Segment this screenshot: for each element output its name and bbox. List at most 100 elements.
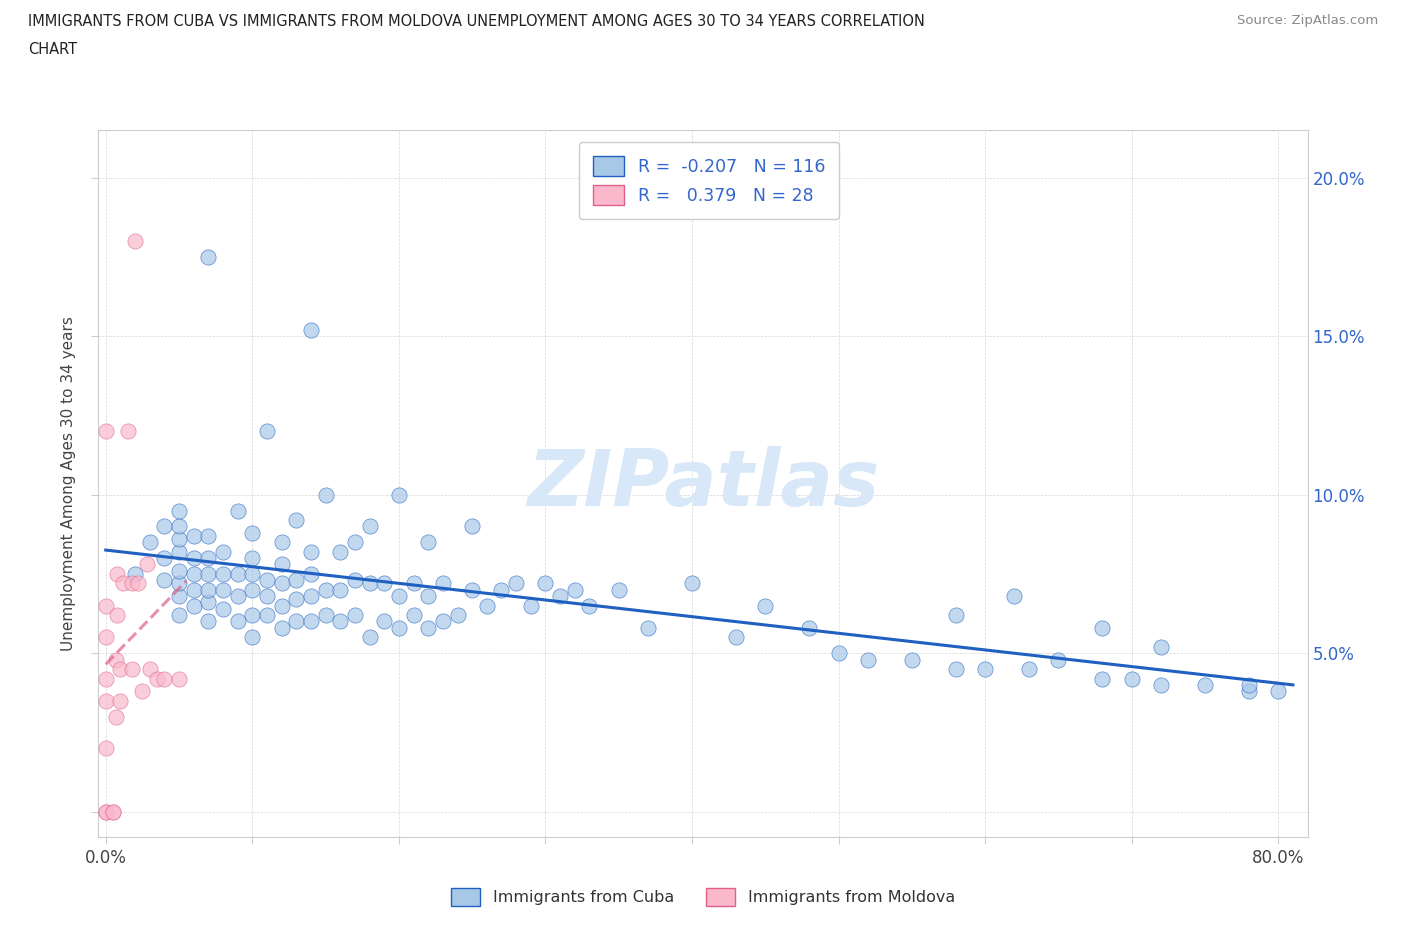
Point [117, 424, 139, 439]
Point [901, 652, 924, 667]
Point [520, 598, 543, 613]
Point [121, 661, 143, 676]
Point [491, 582, 513, 597]
Point [212, 602, 235, 617]
Point [226, 589, 249, 604]
Point [299, 614, 322, 629]
Point [373, 614, 395, 629]
Point [256, 573, 278, 588]
Text: Source: ZipAtlas.com: Source: ZipAtlas.com [1237, 14, 1378, 27]
Point [127, 576, 149, 591]
Point [135, 557, 157, 572]
Point [388, 620, 411, 635]
Point [256, 424, 278, 439]
Point [418, 535, 440, 550]
Point [534, 576, 557, 591]
Point [212, 544, 235, 559]
Point [475, 598, 498, 613]
Point [548, 589, 571, 604]
Point [197, 249, 219, 264]
Point [564, 582, 586, 597]
Point [505, 576, 527, 591]
Point [94, 693, 117, 708]
Point [1150, 677, 1173, 692]
Point [285, 512, 308, 527]
Point [183, 566, 205, 581]
Point [183, 598, 205, 613]
Point [1237, 684, 1260, 698]
Point [94, 671, 117, 686]
Legend: Immigrants from Cuba, Immigrants from Moldova: Immigrants from Cuba, Immigrants from Mo… [444, 882, 962, 912]
Point [183, 582, 205, 597]
Point [107, 566, 129, 581]
Point [240, 582, 263, 597]
Point [101, 804, 124, 819]
Point [212, 566, 235, 581]
Point [240, 551, 263, 565]
Point [270, 557, 292, 572]
Point [432, 576, 454, 591]
Text: CHART: CHART [28, 42, 77, 57]
Point [945, 661, 967, 676]
Point [167, 503, 190, 518]
Legend: R =  -0.207   N = 116, R =   0.379   N = 28: R = -0.207 N = 116, R = 0.379 N = 28 [579, 142, 839, 219]
Point [197, 551, 219, 565]
Point [110, 693, 132, 708]
Point [418, 620, 440, 635]
Point [167, 589, 190, 604]
Point [270, 598, 292, 613]
Point [299, 589, 322, 604]
Point [101, 804, 124, 819]
Point [299, 544, 322, 559]
Point [432, 614, 454, 629]
Point [402, 576, 425, 591]
Point [315, 582, 337, 597]
Point [138, 535, 160, 550]
Point [373, 576, 395, 591]
Point [94, 741, 117, 756]
Point [461, 582, 484, 597]
Point [1150, 640, 1173, 655]
Point [402, 607, 425, 622]
Point [270, 535, 292, 550]
Point [299, 323, 322, 338]
Point [94, 804, 117, 819]
Point [226, 503, 249, 518]
Point [329, 582, 352, 597]
Point [121, 576, 143, 591]
Point [299, 566, 322, 581]
Y-axis label: Unemployment Among Ages 30 to 34 years: Unemployment Among Ages 30 to 34 years [60, 316, 76, 651]
Point [359, 630, 381, 644]
Point [1267, 684, 1289, 698]
Point [94, 598, 117, 613]
Point [94, 630, 117, 644]
Point [197, 614, 219, 629]
Point [285, 591, 308, 606]
Point [124, 233, 146, 248]
Point [124, 566, 146, 581]
Point [856, 652, 879, 667]
Point [256, 589, 278, 604]
Point [270, 576, 292, 591]
Text: IMMIGRANTS FROM CUBA VS IMMIGRANTS FROM MOLDOVA UNEMPLOYMENT AMONG AGES 30 TO 34: IMMIGRANTS FROM CUBA VS IMMIGRANTS FROM … [28, 14, 925, 29]
Point [329, 614, 352, 629]
Point [112, 576, 135, 591]
Point [94, 804, 117, 819]
Point [256, 607, 278, 622]
Point [167, 519, 190, 534]
Point [1018, 661, 1040, 676]
Point [167, 576, 190, 591]
Point [153, 573, 176, 588]
Point [153, 519, 176, 534]
Point [270, 620, 292, 635]
Point [974, 661, 997, 676]
Point [1237, 677, 1260, 692]
Point [418, 589, 440, 604]
Point [197, 582, 219, 597]
Text: ZIPatlas: ZIPatlas [527, 445, 879, 522]
Point [105, 709, 128, 724]
Point [226, 614, 249, 629]
Point [107, 607, 129, 622]
Point [167, 564, 190, 578]
Point [945, 607, 967, 622]
